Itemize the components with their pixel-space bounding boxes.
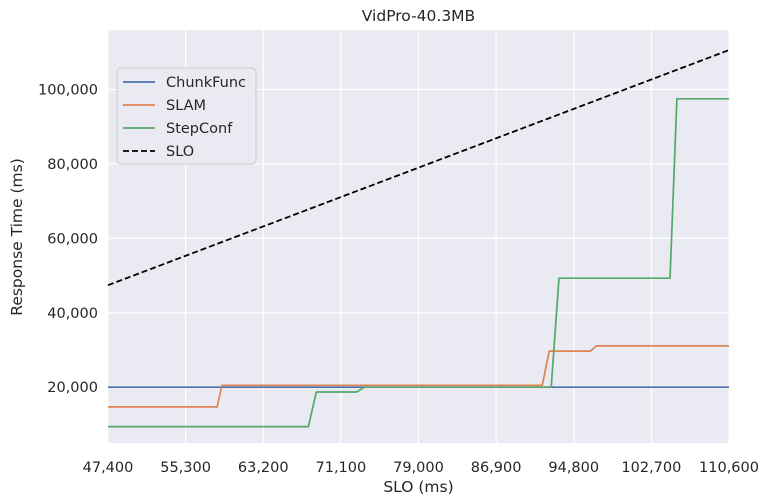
chart-title: VidPro-40.3MB [362,7,475,25]
y-axis-label: Response Time (ms) [8,158,26,316]
y-tick-label: 80,000 [47,157,98,173]
legend-label-stepconf: StepConf [166,121,233,137]
series-line-stepconf [108,97,729,428]
legend-label-chunkfunc: ChunkFunc [166,75,246,91]
y-tick-label: 40,000 [47,306,98,322]
x-axis-label: SLO (ms) [383,478,453,496]
series-line-slam [108,345,729,408]
y-tick-label: 60,000 [47,231,98,247]
x-tick-label: 55,300 [160,460,211,476]
x-tick-label: 102,700 [621,460,681,476]
x-tick-label: 47,400 [83,460,134,476]
y-tick-labels: 20,000 40,000 60,000 80,000 100,000 [38,83,98,397]
x-tick-label: 110,600 [699,460,759,476]
x-tick-label: 86,900 [471,460,522,476]
legend-label-slam: SLAM [166,98,206,114]
legend-label-slo: SLO [166,144,194,160]
series-lines [107,49,730,428]
y-tick-label: 100,000 [38,83,98,99]
y-tick-label: 20,000 [47,380,98,396]
x-tick-label: 63,200 [238,460,289,476]
x-tick-labels: 47,400 55,300 63,200 71,100 79,000 86,900 94,8… [83,460,759,476]
x-tick-label: 79,000 [393,460,444,476]
x-tick-label: 71,100 [316,460,367,476]
series-line-slo [107,49,730,287]
x-tick-label: 94,800 [548,460,599,476]
legend-frame [116,67,257,165]
legend: ChunkFunc SLAM StepConf SLO [116,67,257,165]
